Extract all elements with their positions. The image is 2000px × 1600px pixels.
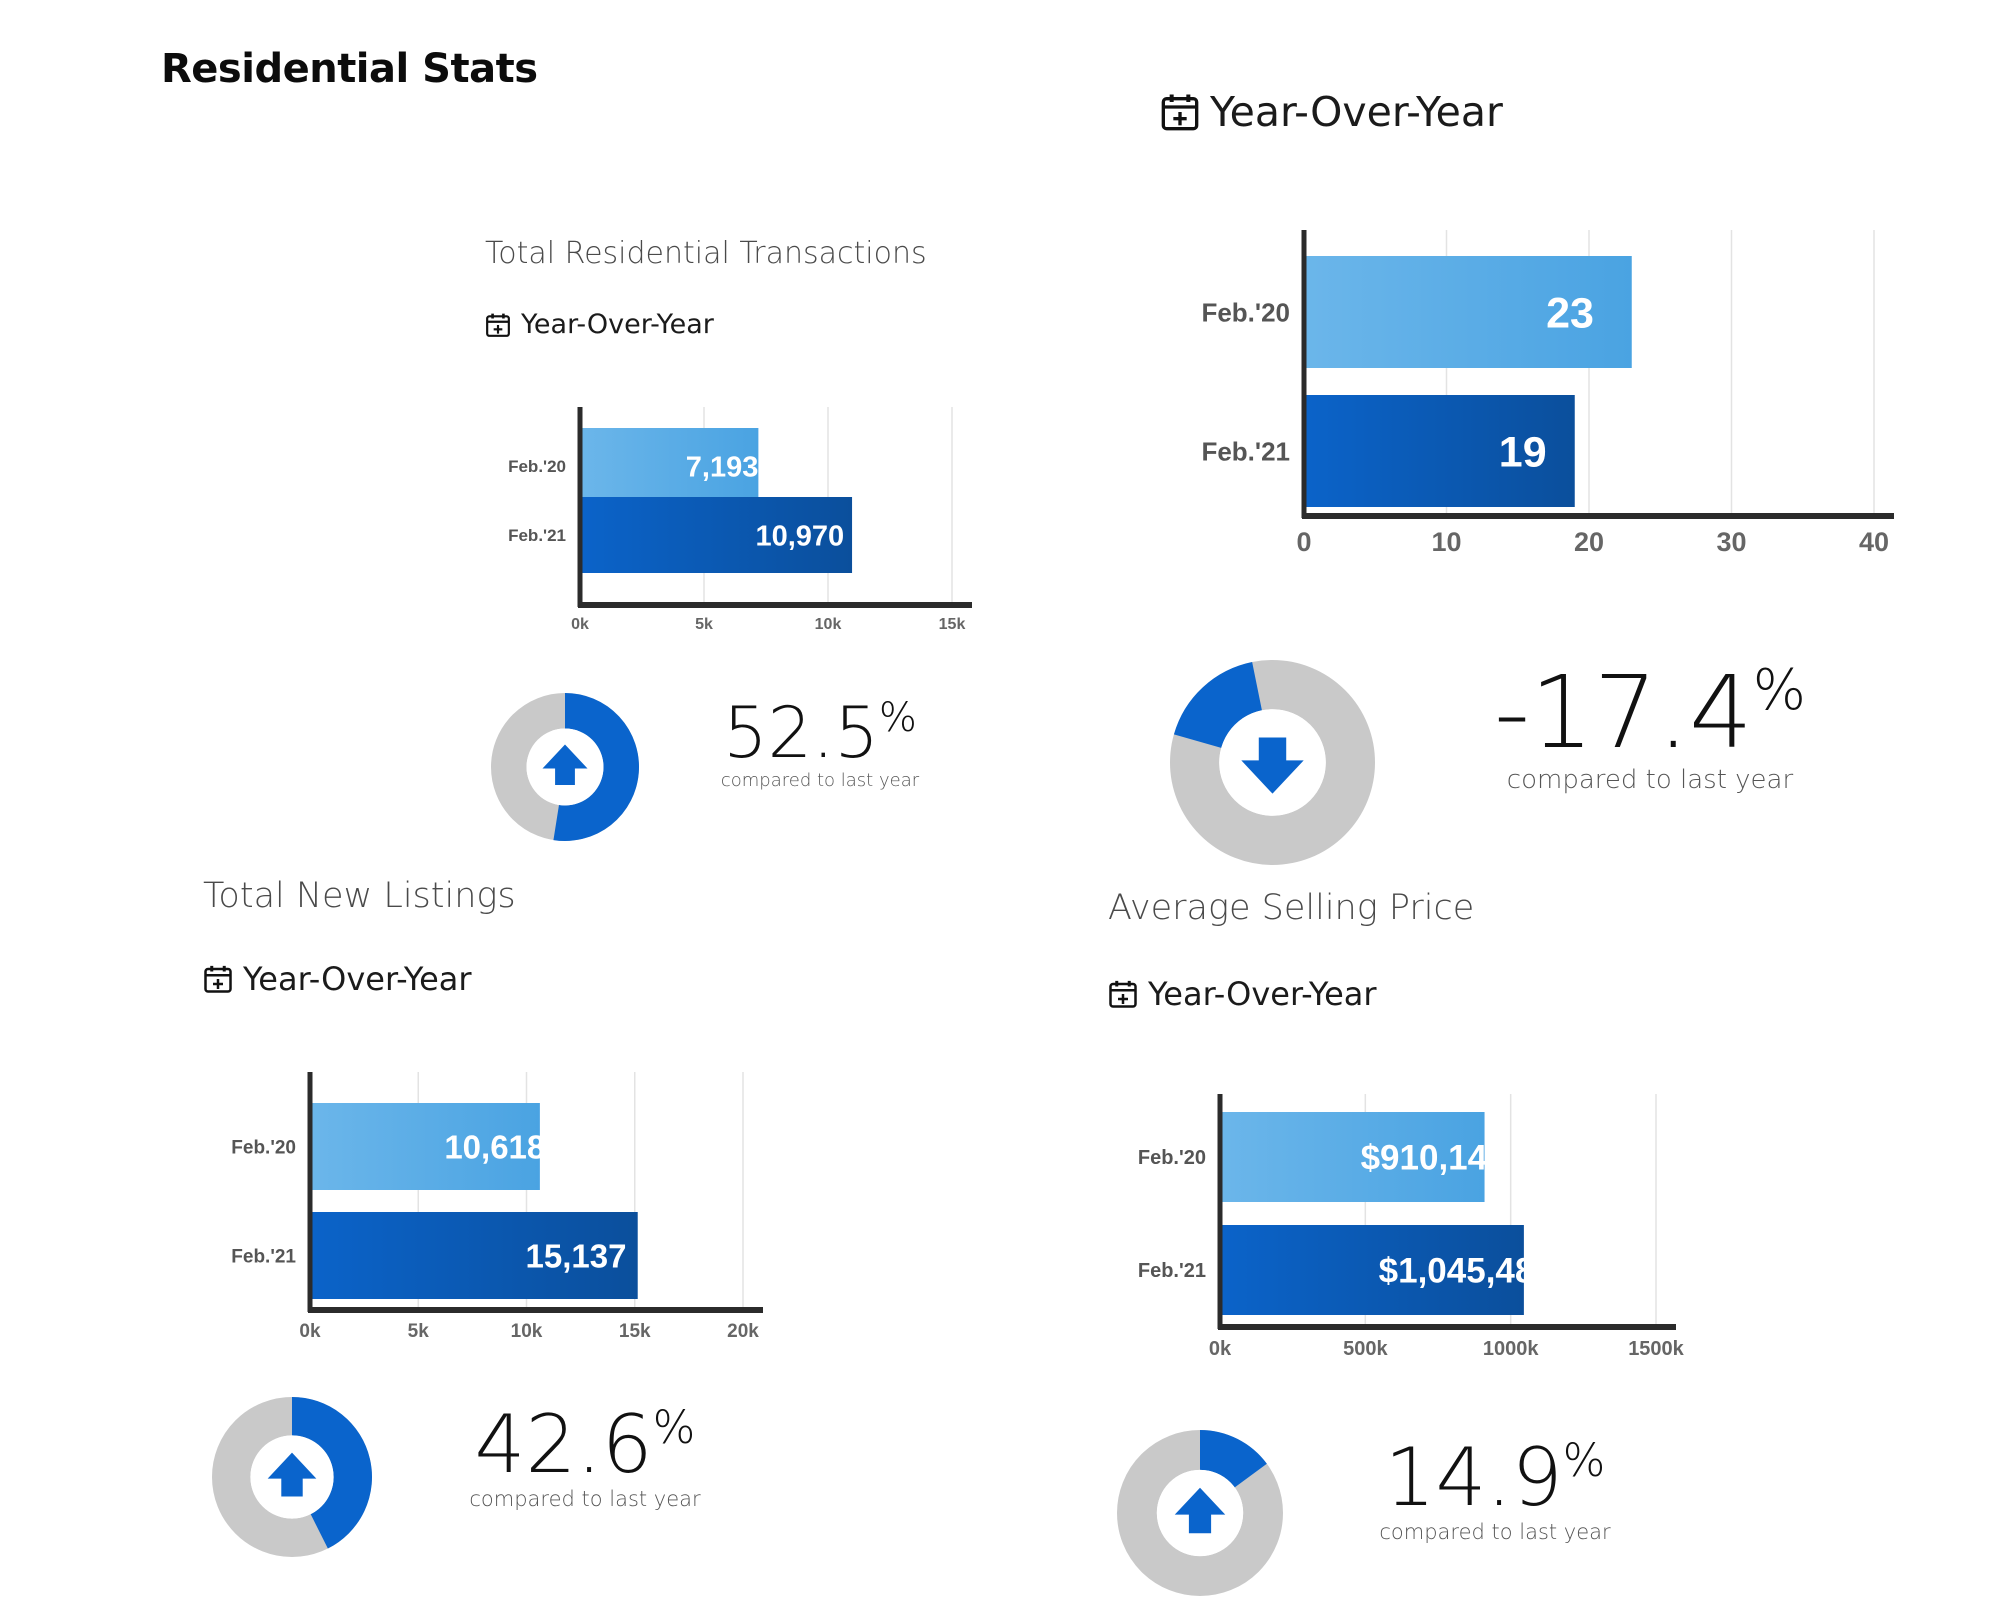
x-tick-label: 10 <box>1431 527 1461 557</box>
bar-feb-21 <box>1222 1225 1524 1315</box>
change-value: 14.9% <box>1384 1431 1606 1524</box>
stat-transactions: 52.5% compared to last year <box>705 698 935 791</box>
donut-fill <box>553 693 639 841</box>
donut-fill <box>1173 662 1263 749</box>
bar-feb-21 <box>1306 395 1575 507</box>
donut-track <box>1169 659 1376 866</box>
x-tick-label: 0 <box>1296 527 1311 557</box>
panel-title-avg-price: Average Selling Price <box>1108 888 1475 928</box>
category-label: Feb.'21 <box>1138 1260 1206 1282</box>
bar-value-label: 7,193 <box>686 451 759 483</box>
change-caption: compared to last year <box>1379 1520 1611 1544</box>
x-tick-label: 1000k <box>1483 1338 1539 1360</box>
bar-chart-panel2: 23 Feb.'20 19 Feb.'21 0 10 20 30 40 <box>1201 230 1894 557</box>
donut-avg-price <box>1116 1429 1284 1597</box>
calendar-plus-icon <box>1109 980 1137 1008</box>
bar-feb-20 <box>582 428 759 504</box>
bar-value-label: 10,970 <box>755 520 844 552</box>
arrow-down-icon <box>1241 737 1304 794</box>
donut-new-listings <box>212 1397 372 1557</box>
donut-fill <box>291 1397 372 1549</box>
x-tick-label: 500k <box>1343 1338 1388 1360</box>
panel-title-transactions: Total Residential Transactions <box>485 236 927 271</box>
change-caption: compared to last year <box>469 1487 701 1511</box>
page-title: Residential Stats <box>161 46 538 92</box>
bar-value-label: $1,045,488 <box>1379 1252 1554 1291</box>
yoy-text: Year-Over-Year <box>243 960 472 998</box>
bar-value-label: 10,618 <box>444 1128 545 1165</box>
arrow-up-icon <box>1174 1487 1226 1534</box>
yoy-label-avg-price: Year-Over-Year <box>1108 975 1377 1013</box>
x-tick-label: 1500k <box>1628 1338 1684 1360</box>
yoy-text: Year-Over-Year <box>521 309 714 340</box>
calendar-plus-icon <box>204 965 232 993</box>
bar-feb-21 <box>582 497 853 573</box>
x-tick-label: 0k <box>1209 1338 1232 1360</box>
donut-transactions <box>490 692 640 842</box>
x-tick-label: 10k <box>511 1321 543 1342</box>
bar-feb-20 <box>312 1103 540 1190</box>
yoy-text: Year-Over-Year <box>1210 88 1503 136</box>
x-tick-label: 20k <box>727 1321 759 1342</box>
x-tick-label: 30 <box>1716 527 1746 557</box>
x-tick-label: 0k <box>571 616 589 633</box>
category-label: Feb.'21 <box>231 1246 296 1267</box>
stat-avg-price: 14.9% compared to last year <box>1370 1431 1620 1545</box>
change-value: 42.6% <box>474 1398 696 1491</box>
x-tick-label: 5k <box>695 616 713 633</box>
bar-chart-new-listings: 10,618 Feb.'20 15,137 Feb.'21 0k 5k 10k 15k 20k <box>231 1072 763 1342</box>
yoy-label-panel2: Year-Over-Year <box>1160 88 1503 136</box>
arrow-up-icon <box>267 1452 317 1497</box>
change-caption: compared to last year <box>720 770 920 791</box>
category-label: Feb.'21 <box>508 526 566 545</box>
yoy-label-transactions: Year-Over-Year <box>485 309 714 340</box>
bar-chart-avg-price: $910,142 Feb.'20 $1,045,488 Feb.'21 0k 500k 10… <box>1138 1094 1685 1360</box>
bar-feb-20 <box>1222 1112 1485 1202</box>
bar-feb-21 <box>312 1212 638 1299</box>
category-label: Feb.'21 <box>1201 436 1290 466</box>
bar-value-label: 19 <box>1499 428 1547 476</box>
donut-panel2 <box>1169 659 1376 866</box>
bar-value-label: 15,137 <box>526 1237 627 1274</box>
change-caption: compared to last year <box>1506 765 1794 795</box>
x-tick-label: 5k <box>408 1321 430 1342</box>
calendar-plus-icon <box>1161 94 1199 131</box>
x-tick-label: 0k <box>299 1321 321 1342</box>
category-label: Feb.'20 <box>508 457 566 476</box>
x-tick-label: 15k <box>939 616 966 633</box>
bar-value-label: 23 <box>1546 289 1594 337</box>
x-tick-label: 10k <box>815 616 842 633</box>
bar-value-label: $910,142 <box>1361 1139 1507 1178</box>
calendar-plus-icon <box>486 313 510 337</box>
yoy-label-new-listings: Year-Over-Year <box>203 960 472 998</box>
stat-panel2: -17.4% compared to last year <box>1480 654 1820 796</box>
stat-new-listings: 42.6% compared to last year <box>455 1398 715 1512</box>
category-label: Feb.'20 <box>1138 1147 1206 1169</box>
panel-title-new-listings: Total New Listings <box>203 876 516 916</box>
change-value: 52.5% <box>723 692 917 774</box>
x-tick-label: 20 <box>1574 527 1604 557</box>
x-tick-label: 15k <box>619 1321 651 1342</box>
bar-chart-transactions: 7,193 Feb.'20 10,970 Feb.'21 0k 5k 10k 15k <box>508 407 972 633</box>
arrow-up-icon <box>542 744 588 786</box>
bar-feb-20 <box>1306 256 1632 368</box>
yoy-text: Year-Over-Year <box>1148 975 1377 1013</box>
category-label: Feb.'20 <box>1201 297 1290 327</box>
category-label: Feb.'20 <box>231 1137 296 1158</box>
x-tick-label: 40 <box>1859 527 1889 557</box>
donut-fill <box>1199 1430 1267 1489</box>
change-value: -17.4% <box>1494 654 1806 771</box>
